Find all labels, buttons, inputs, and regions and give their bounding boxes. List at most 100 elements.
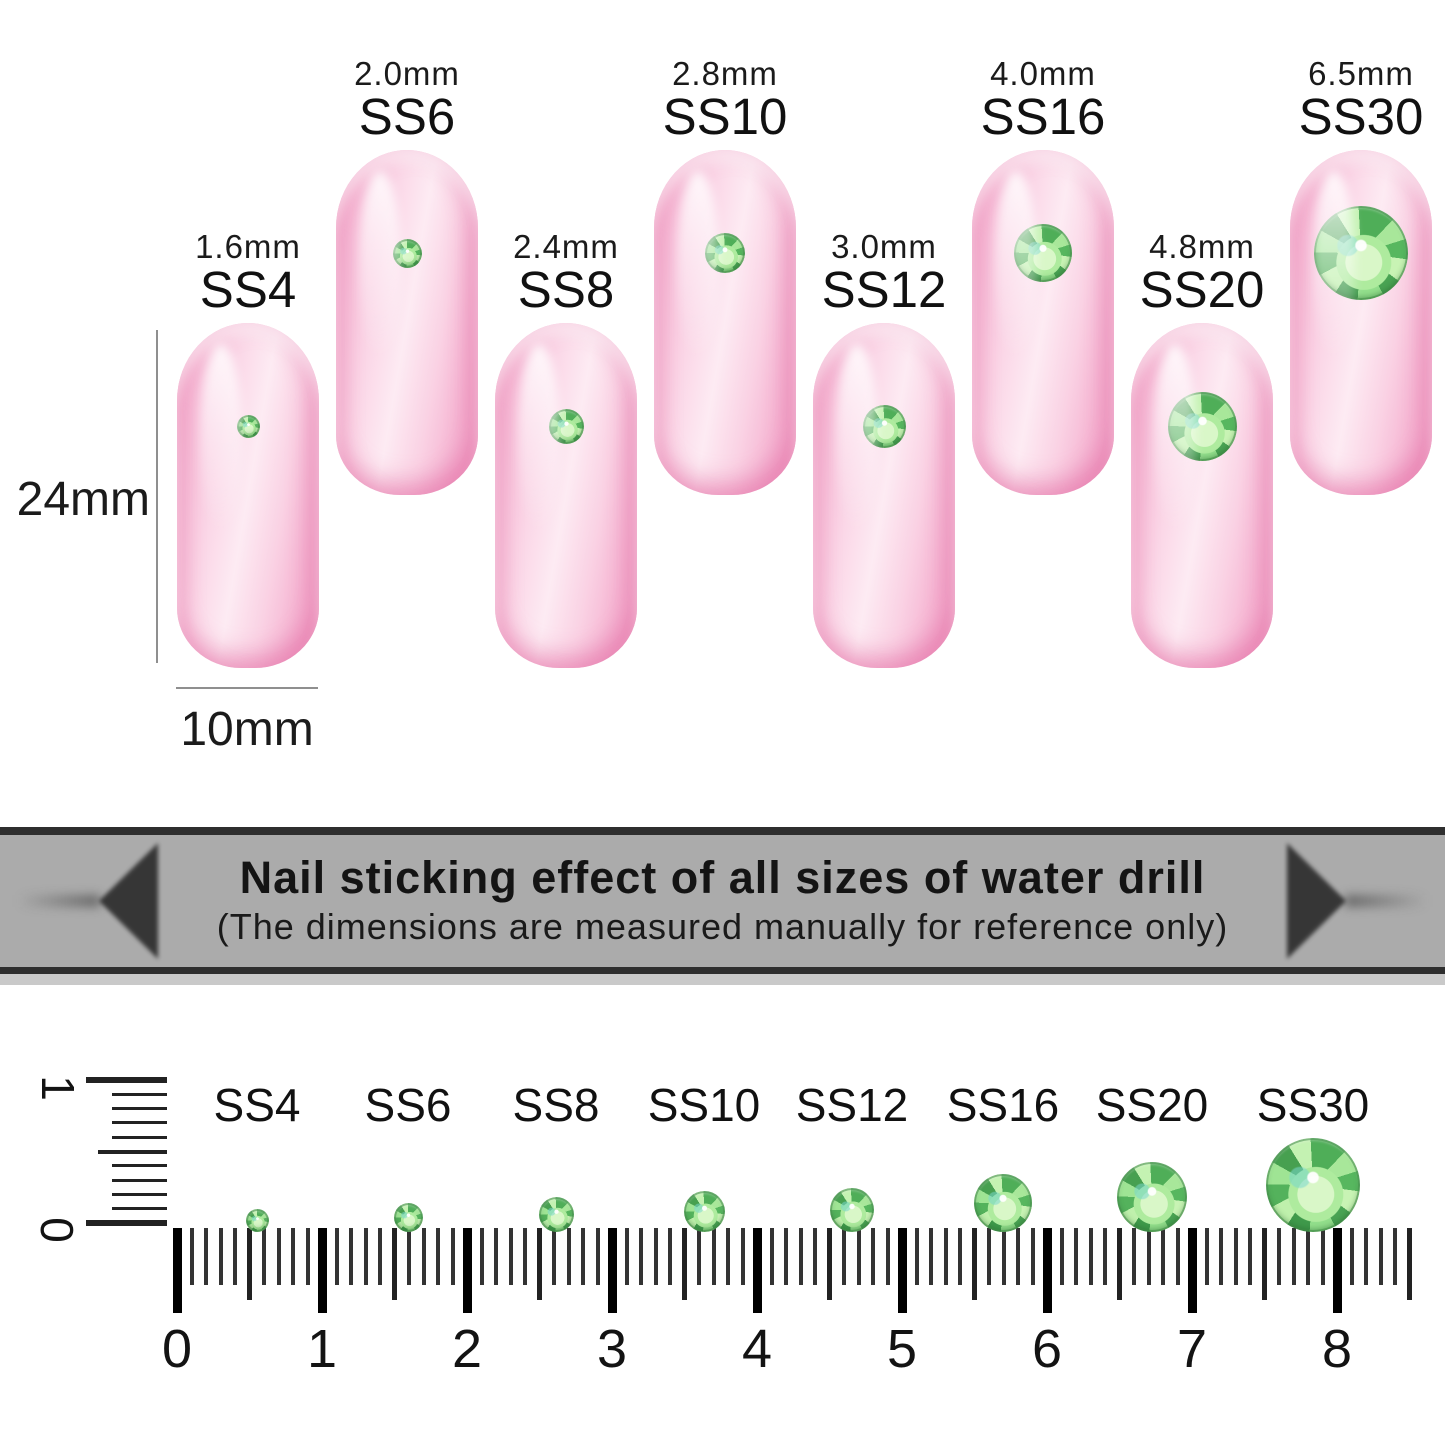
ruler-minor-tick [726, 1228, 730, 1285]
nail-mm-label: 4.0mm [990, 55, 1096, 92]
ruler-mid-tick [682, 1228, 687, 1300]
nail-size-label: 3.0mm SS12 [774, 230, 994, 316]
ruler-minor-tick [1132, 1228, 1136, 1285]
nail [336, 150, 478, 495]
ruler-major-tick [752, 1228, 762, 1313]
ruler-minor-tick [1248, 1228, 1252, 1285]
ruler-minor-tick [1059, 1228, 1064, 1285]
nail-mm-label: 3.0mm [831, 228, 937, 265]
ruler-minor-tick [1277, 1228, 1281, 1285]
width-extent-line [176, 687, 318, 689]
nail-mm-label: 6.5mm [1308, 55, 1414, 92]
ruler-minor-tick [407, 1228, 411, 1285]
nail [654, 150, 796, 495]
ruler-minor-tick [508, 1228, 513, 1285]
vertical-ruler-minor-tick [112, 1092, 167, 1096]
right-arrow-tail [1345, 895, 1427, 907]
ruler-minor-tick [291, 1228, 295, 1285]
nail-mm-label: 4.8mm [1149, 228, 1255, 265]
ruler-minor-tick [958, 1228, 962, 1285]
ruler-minor-tick [436, 1228, 440, 1285]
ruler-minor-tick [653, 1228, 658, 1285]
ruler-number: 8 [1321, 1319, 1353, 1379]
nail-size-label: 4.0mm SS16 [933, 57, 1153, 143]
ruler-number: 3 [596, 1319, 628, 1379]
ruler-minor-tick [885, 1228, 890, 1285]
vertical-ruler-minor-tick [112, 1164, 167, 1168]
ruler-minor-tick [624, 1228, 629, 1285]
ruler-minor-tick [740, 1228, 745, 1285]
ruler-minor-tick [262, 1228, 266, 1285]
vertical-ruler-minor-tick [112, 1207, 167, 1211]
ruler-minor-tick [1146, 1228, 1151, 1285]
ruler-number: 2 [451, 1319, 483, 1379]
ruler-minor-tick [1175, 1228, 1180, 1285]
nail [813, 323, 955, 668]
ruler-ss-label: SS30 [1256, 1079, 1370, 1131]
nail-mm-label: 1.6mm [195, 228, 301, 265]
ruler-minor-tick [842, 1228, 846, 1285]
ruler-minor-tick [218, 1228, 223, 1285]
nail [1290, 150, 1432, 495]
ruler-minor-tick [1219, 1228, 1223, 1285]
nail-width-label: 10mm [180, 703, 314, 756]
vertical-ruler-minor-tick [112, 1107, 167, 1111]
ruler-minor-tick [1088, 1228, 1093, 1285]
ruler-number: 5 [886, 1319, 918, 1379]
height-extent-line [156, 330, 158, 663]
rhinestone-gem [862, 404, 906, 448]
ruler-minor-tick [378, 1228, 382, 1285]
ruler-mid-tick [247, 1228, 252, 1300]
nail-height-label: 24mm [16, 473, 150, 526]
size-banner: Nail sticking effect of all sizes of wat… [0, 827, 1445, 974]
ruler-minor-tick [639, 1228, 643, 1285]
ruler-minor-tick [1393, 1228, 1397, 1285]
ruler-mid-tick [972, 1228, 977, 1300]
vertical-ruler-mid-tick [98, 1149, 167, 1154]
ruler-minor-tick [479, 1228, 484, 1285]
ruler-minor-tick [1161, 1228, 1165, 1285]
rhinestone-gem [548, 408, 584, 444]
ruler-minor-tick [334, 1228, 339, 1285]
ruler-rhinestone-gem [245, 1209, 269, 1232]
ruler-minor-tick [914, 1228, 919, 1285]
nail-size-diagram: 24mm 10mm 1.6mm SS4 2.0mm SS6 2.4mm SS8 2.8mm S… [0, 0, 1445, 827]
rhinestone-gem [705, 233, 745, 273]
ruler-ss-label: SS4 [213, 1079, 301, 1131]
ruler-minor-tick [1233, 1228, 1238, 1285]
rhinestone-gem [1314, 206, 1408, 300]
ruler-mid-tick [1407, 1228, 1412, 1300]
ruler-major-tick [897, 1228, 907, 1313]
ruler-mid-tick [537, 1228, 542, 1300]
ruler-minor-tick [769, 1228, 774, 1285]
vertical-ruler-major-tick [86, 1077, 167, 1083]
ruler-minor-tick [421, 1228, 426, 1285]
nail-ss-label: SS10 [662, 88, 788, 145]
ruler-minor-tick [233, 1228, 237, 1285]
ruler-minor-tick [1349, 1228, 1354, 1285]
ruler-major-tick [607, 1228, 617, 1313]
rhinestone-gem [1167, 391, 1237, 461]
ruler-mid-tick [392, 1228, 397, 1300]
ruler-mid-tick [1117, 1228, 1122, 1300]
ruler-minor-tick [1103, 1228, 1107, 1285]
nail-size-label: 4.8mm SS20 [1092, 230, 1312, 316]
ruler-minor-tick [784, 1228, 788, 1285]
nail-ss-label: SS4 [199, 261, 297, 318]
ruler-minor-tick [1306, 1228, 1310, 1285]
ruler-minor-tick [1074, 1228, 1078, 1285]
ruler-number: 7 [1176, 1319, 1208, 1379]
banner-bottom-strip [0, 974, 1445, 985]
left-arrow-icon [99, 843, 158, 959]
nail-size-label: 2.0mm SS6 [297, 57, 517, 143]
rhinestone-gem [1014, 224, 1072, 282]
ruler-minor-tick [581, 1228, 585, 1285]
nail [972, 150, 1114, 495]
ruler-ss-label: SS6 [364, 1079, 452, 1131]
ruler-mid-tick [1262, 1228, 1267, 1300]
ruler-number: 0 [161, 1319, 193, 1379]
ruler-minor-tick [813, 1228, 817, 1285]
ruler-number: 6 [1031, 1319, 1063, 1379]
rhinestone-gem [236, 414, 260, 438]
ruler-ss-label: SS20 [1095, 1079, 1209, 1131]
